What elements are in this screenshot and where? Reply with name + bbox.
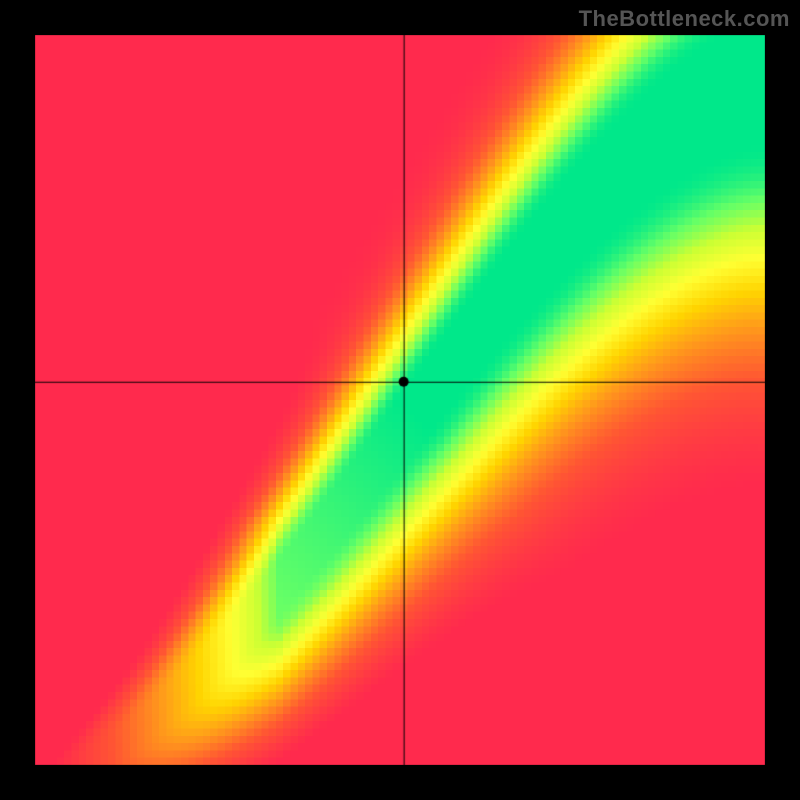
watermark-text: TheBottleneck.com — [579, 6, 790, 32]
chart-container: TheBottleneck.com — [0, 0, 800, 800]
crosshair-overlay — [0, 0, 800, 800]
